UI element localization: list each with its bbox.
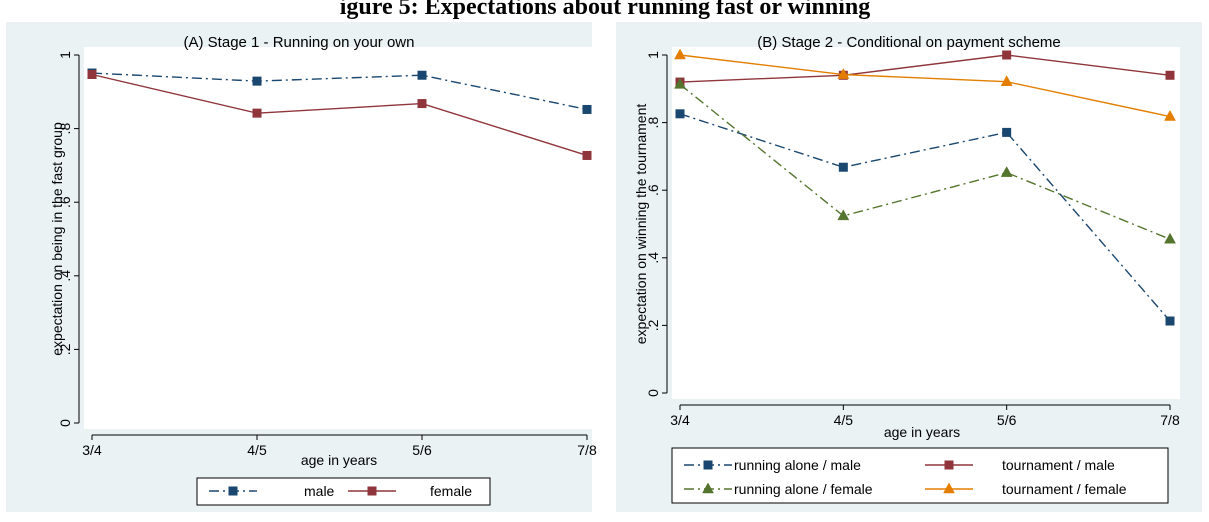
- data-point: [675, 109, 685, 119]
- legend-label: male: [304, 483, 335, 499]
- y-tick-label: .4: [57, 270, 73, 282]
- y-tick-label: 0: [57, 419, 73, 427]
- x-tick-label: 3/4: [670, 412, 690, 428]
- series-line: [91, 72, 588, 111]
- legend-swatch-marker: [943, 482, 955, 494]
- legend-swatch-marker: [944, 460, 954, 470]
- panel-title: (A) Stage 1 - Running on your own: [184, 34, 415, 51]
- data-point: [252, 108, 262, 118]
- y-tick-label: .6: [645, 184, 661, 196]
- data-point: [582, 150, 592, 160]
- series-line: [679, 113, 1171, 322]
- data-point: [1164, 109, 1176, 121]
- y-tick-label: .4: [645, 252, 661, 264]
- legend-box: [671, 447, 1169, 504]
- y-tick-label: 1: [645, 51, 661, 59]
- data-point: [1002, 50, 1012, 60]
- y-tick-label: .8: [57, 123, 73, 135]
- x-tick-label: 5/6: [412, 442, 432, 458]
- y-axis-label: expectation on being in the fast group: [49, 122, 65, 356]
- data-point: [87, 70, 97, 80]
- data-point: [1000, 75, 1013, 86]
- y-tick-label: .6: [57, 196, 73, 208]
- legend-swatch-marker: [703, 460, 713, 470]
- data-point: [417, 70, 427, 80]
- x-tick-label: 4/5: [247, 442, 267, 458]
- data-point: [674, 48, 686, 60]
- x-tick-label: 4/5: [834, 412, 854, 428]
- legend-label: tournament / male: [1002, 457, 1115, 473]
- y-tick-label: 0: [645, 389, 661, 397]
- data-point: [838, 162, 848, 172]
- data-point: [1165, 316, 1175, 326]
- x-tick-label: 7/8: [577, 442, 597, 458]
- legend-label: running alone / female: [734, 481, 873, 497]
- series-line: [679, 54, 1171, 83]
- y-tick-label: .2: [645, 319, 661, 331]
- legend-label: tournament / female: [1002, 481, 1127, 497]
- figure-title: igure 5: Expectations about running fast…: [340, 0, 871, 20]
- x-tick-label: 3/4: [82, 442, 102, 458]
- data-point: [1002, 127, 1012, 137]
- data-point: [1164, 232, 1176, 244]
- panel-a: (A) Stage 1 - Running on your own 0 .2 .4 .6…: [6, 22, 597, 512]
- series-line: [679, 54, 1171, 118]
- legend-swatch-marker: [367, 486, 377, 496]
- panel-b: (B) Stage 2 - Conditional on payment sch…: [616, 22, 1202, 512]
- x-tick-label: 7/8: [1160, 412, 1180, 428]
- legend-label: running alone / male: [734, 457, 861, 473]
- data-point: [837, 68, 850, 79]
- data-point: [1165, 70, 1175, 80]
- y-tick-label: 1: [57, 51, 73, 59]
- data-point: [417, 99, 427, 109]
- legend-box: [196, 477, 491, 506]
- series-line: [679, 83, 1171, 240]
- x-axis-label: age in years: [301, 452, 377, 468]
- y-tick-label: .8: [645, 117, 661, 129]
- data-point: [1000, 166, 1013, 177]
- plot-region: [84, 47, 597, 429]
- x-axis-label: age in years: [884, 424, 960, 440]
- panel-title: (B) Stage 2 - Conditional on payment sch…: [757, 34, 1061, 51]
- data-point: [252, 76, 262, 86]
- data-point: [674, 77, 686, 89]
- y-tick-label: .2: [57, 343, 73, 355]
- series-line: [91, 73, 588, 157]
- x-tick-label: 5/6: [997, 412, 1017, 428]
- plot-region: [672, 47, 1180, 399]
- y-axis-label: expectation on winning the tournament: [633, 104, 649, 345]
- data-point: [582, 104, 592, 114]
- data-point: [837, 209, 850, 221]
- legend-swatch-marker: [702, 482, 714, 494]
- legend-swatch-marker: [228, 486, 238, 496]
- legend-label: female: [430, 483, 472, 499]
